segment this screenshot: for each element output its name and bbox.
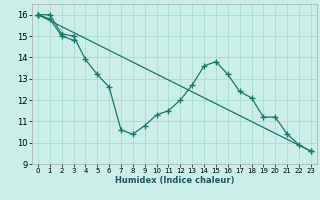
X-axis label: Humidex (Indice chaleur): Humidex (Indice chaleur) — [115, 176, 234, 185]
